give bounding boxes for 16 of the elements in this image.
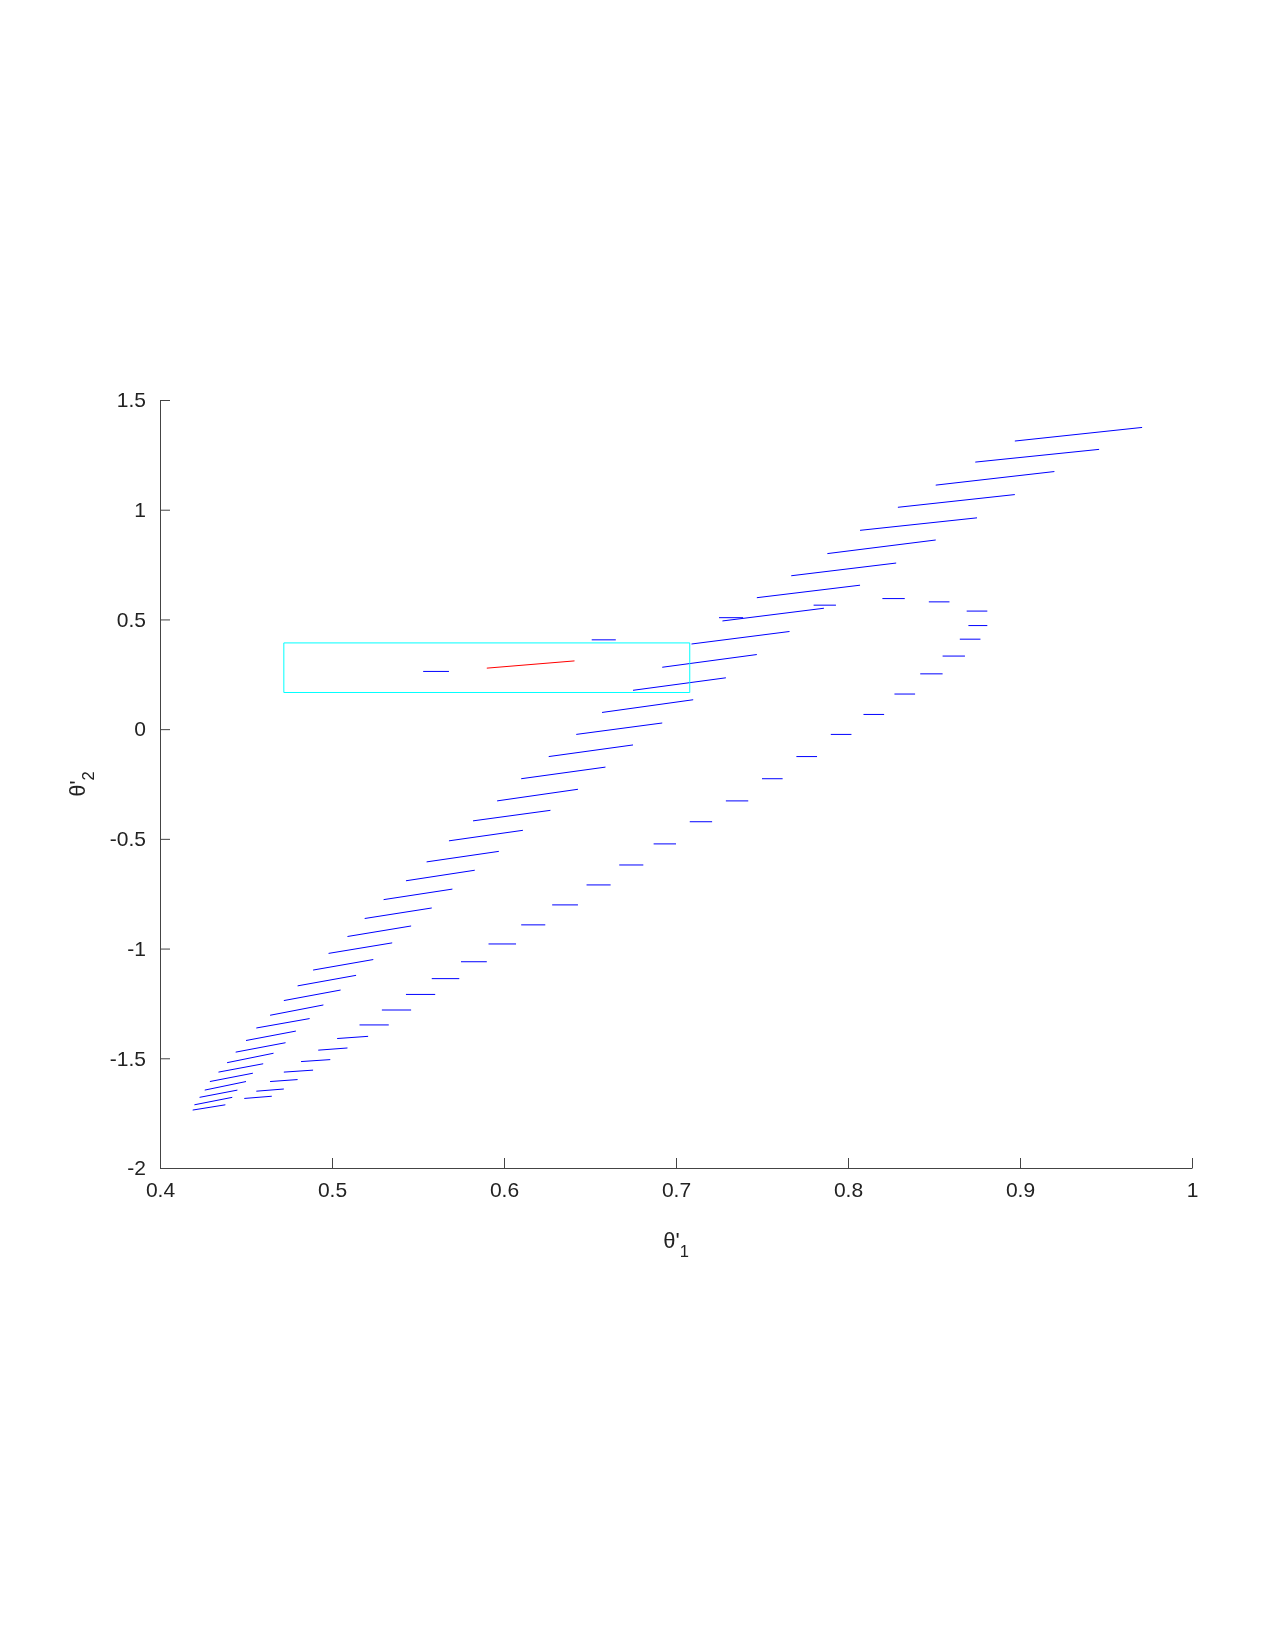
y-tick-label: 0: [134, 717, 146, 741]
x-axis-title: θ'$_{1}$: [663, 1228, 689, 1260]
x-tick-label: 1: [1186, 1177, 1199, 1201]
y-tick-label: -1.5: [109, 1046, 146, 1070]
x-tick-label: 0.9: [1005, 1177, 1036, 1201]
x-tick-label: 0.8: [833, 1177, 864, 1201]
y-tick-label: -0.5: [109, 827, 146, 851]
y-tick-label: 0.5: [116, 607, 146, 631]
y-tick-label: -2: [127, 1156, 146, 1180]
x-tick-label: 0.6: [489, 1177, 520, 1201]
y-tick-label: -1: [127, 936, 146, 960]
y-tick-label: 1: [134, 497, 146, 521]
x-tick-label: 0.5: [317, 1177, 348, 1201]
x-tick-label: 0.7: [661, 1177, 692, 1201]
x-tick-label: 0.4: [145, 1177, 176, 1201]
y-tick-label: 1.5: [116, 388, 146, 412]
